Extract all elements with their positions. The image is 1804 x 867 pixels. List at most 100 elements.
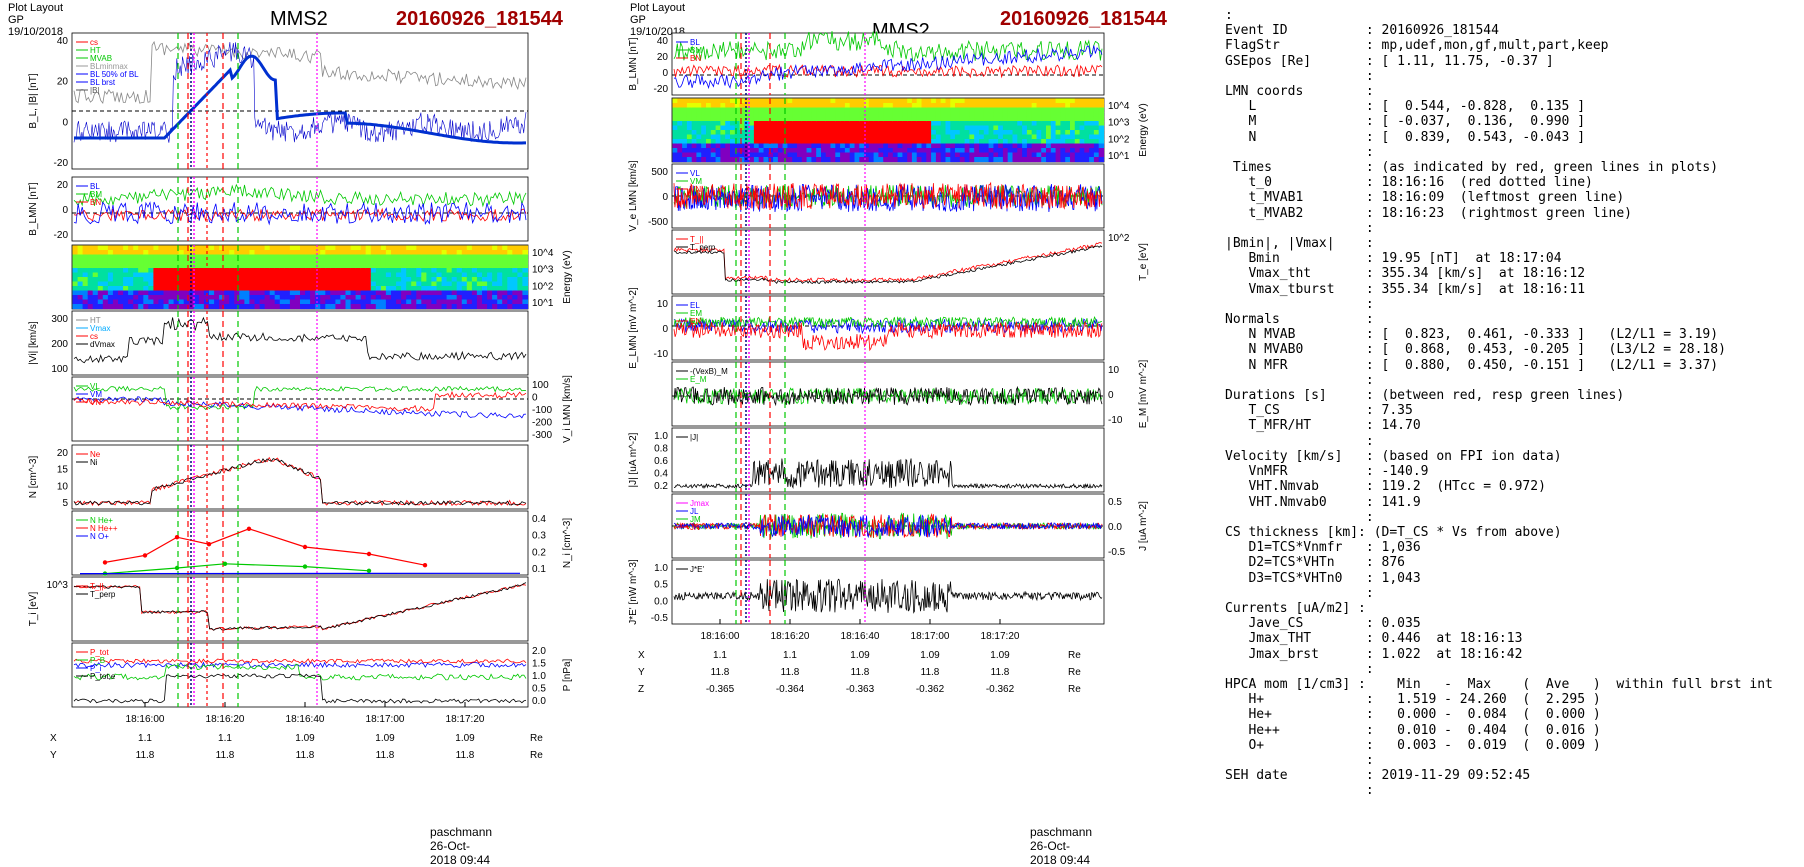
spectrogram-cell [1099, 99, 1104, 104]
spectrogram-cell [351, 268, 357, 273]
spectrogram-cell [816, 112, 821, 117]
spectrogram-cell [706, 117, 711, 122]
spectrogram-cell [265, 268, 271, 273]
spectrogram-cell [1075, 157, 1080, 162]
spectrogram-cell [93, 304, 99, 309]
spectrogram-cell [1080, 157, 1085, 162]
spectrogram-cell [98, 273, 104, 278]
spectrogram-cell [740, 121, 745, 126]
spectrogram-cell [931, 126, 936, 131]
spectrogram-cell [792, 130, 797, 135]
spectrogram-cell [773, 144, 778, 149]
spectrogram-cell [386, 295, 392, 300]
info-line: H+ : 1.519 - 24.260 ( 2.295 ) [1225, 692, 1773, 707]
spectrogram-cell [1037, 126, 1042, 131]
coord-value: 11.8 [781, 667, 800, 678]
spectrogram-cell [128, 291, 134, 296]
spectrogram-cell [401, 273, 407, 278]
spectrogram-cell [437, 264, 443, 269]
spectrogram-cell [845, 135, 850, 140]
spectrogram-cell [128, 304, 134, 309]
spectrogram-cell [984, 103, 989, 108]
spectrogram-cell [682, 130, 687, 135]
spectrogram-cell [285, 286, 291, 291]
spectrogram-cell [1099, 157, 1104, 162]
spectrogram-cell [356, 246, 362, 251]
panel-frame [72, 577, 528, 641]
spectrogram-cell [239, 304, 245, 309]
spectrogram-cell [158, 264, 164, 269]
spectrogram-cell [998, 108, 1003, 113]
spectrogram-cell [497, 286, 503, 291]
spectrogram-cell [1084, 148, 1089, 153]
spectrogram-cell [1032, 99, 1037, 104]
coord-value: -0.362 [986, 684, 1015, 695]
spectrogram-cell [778, 139, 783, 144]
spectrogram-cell [941, 148, 946, 153]
legend-entry: EN [690, 317, 701, 326]
spectrogram-cell [960, 121, 965, 126]
spectrogram-cell [295, 282, 301, 287]
spectrogram-cell [845, 126, 850, 131]
spectrogram-cell [792, 135, 797, 140]
spectrogram-cell [1099, 148, 1104, 153]
spectrogram-cell [315, 268, 321, 273]
spectrogram-cell [325, 277, 331, 282]
spectrogram-cell [93, 255, 99, 260]
spectrogram-cell [677, 99, 682, 104]
spectrogram-cell [1008, 112, 1013, 117]
spectrogram-cell [265, 291, 271, 296]
y-tick-label: 0 [662, 192, 668, 203]
spectrogram-cell [401, 264, 407, 269]
spectrogram-cell [759, 108, 764, 113]
spectrogram-cell [1060, 103, 1065, 108]
spectrogram-cell [778, 148, 783, 153]
spectrogram-cell [888, 144, 893, 149]
spectrogram-cell [883, 121, 888, 126]
spectrogram-cell [950, 126, 955, 131]
spectrogram-cell [898, 112, 903, 117]
spectrogram-cell [255, 264, 261, 269]
spectrogram-cell [376, 268, 382, 273]
spectrogram-cell [998, 148, 1003, 153]
spectrogram-cell [249, 264, 255, 269]
spectrogram-cell [517, 277, 523, 282]
spectrogram-cell [768, 144, 773, 149]
spectrogram-cell [361, 291, 367, 296]
spectrogram-cell [98, 250, 104, 255]
spectrogram-cell [244, 246, 250, 251]
spectrogram-cell [158, 277, 164, 282]
spectrogram-cell [234, 250, 240, 255]
spectrogram-cell [965, 153, 970, 158]
spectrogram-cell [153, 246, 159, 251]
spectrogram-cell [855, 135, 860, 140]
spectrogram-cell [898, 108, 903, 113]
spectrogram-cell [754, 126, 759, 131]
spectrogram-cell [128, 259, 134, 264]
spectrogram-cell [113, 291, 119, 296]
spectrogram-cell [883, 103, 888, 108]
spectrogram-cell [1075, 135, 1080, 140]
spectrogram-cell [1051, 157, 1056, 162]
spectrogram-cell [1037, 103, 1042, 108]
spectrogram-cell [290, 268, 296, 273]
spectrogram-cell [797, 144, 802, 149]
spectrogram-cell [452, 255, 458, 260]
spectrogram-cell [482, 277, 488, 282]
spectrogram-cell [93, 250, 99, 255]
spectrogram-cell [325, 250, 331, 255]
spectrogram-cell [255, 295, 261, 300]
spectrogram-cell [811, 121, 816, 126]
spectrogram-cell [811, 157, 816, 162]
info-line: : [1225, 434, 1773, 449]
spectrogram-cell [725, 139, 730, 144]
spectrogram-cell [701, 112, 706, 117]
spectrogram-cell [133, 255, 139, 260]
spectrogram-cell [512, 286, 518, 291]
x-tick-label: 18:16:00 [701, 631, 740, 642]
spectrogram-cell [1008, 144, 1013, 149]
spectrogram-cell [431, 295, 437, 300]
spectrogram-cell [1022, 139, 1027, 144]
spectrogram-cell [1080, 148, 1085, 153]
spectrogram-cell [346, 286, 352, 291]
